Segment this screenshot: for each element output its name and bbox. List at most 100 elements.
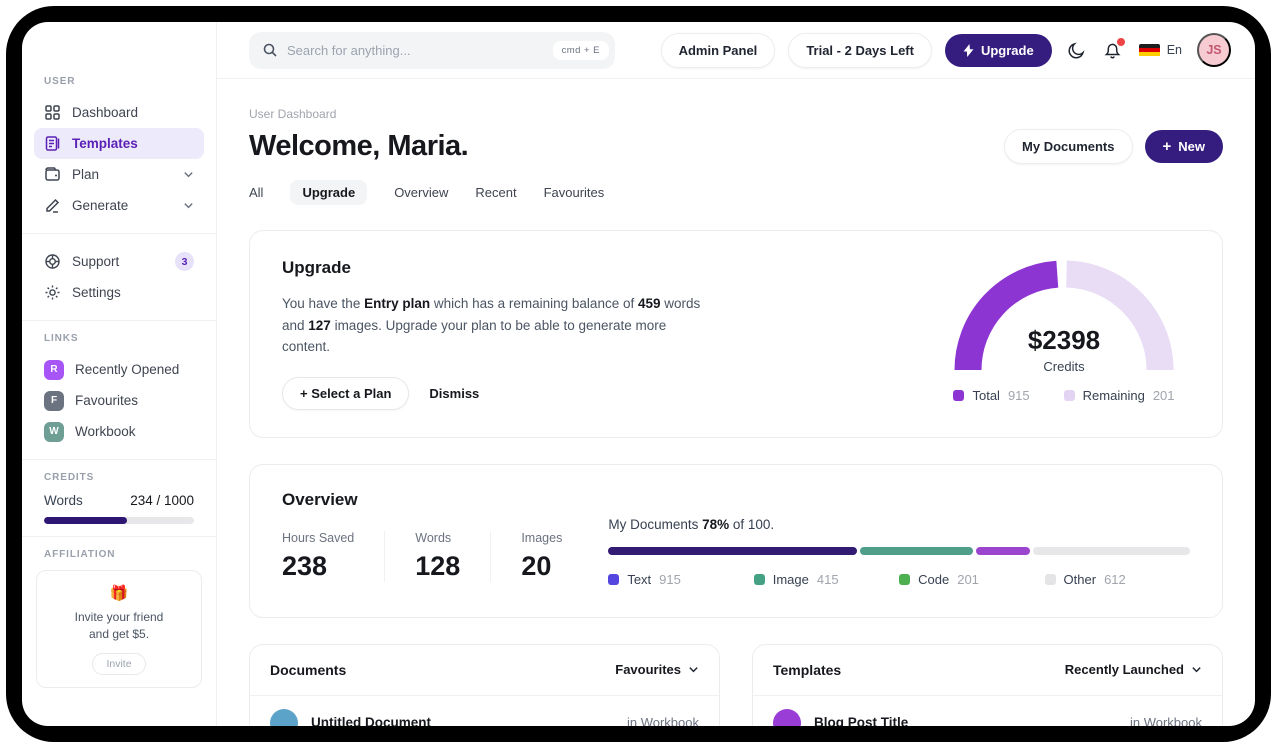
gear-icon [44,284,61,301]
documents-card: Documents Favourites Untitled Document i… [249,643,720,726]
upgrade-button[interactable]: Upgrade [944,33,1052,67]
invite-button[interactable]: Invite [92,652,146,675]
sidebar-item-support[interactable]: Support 3 [34,246,204,277]
trial-status-button[interactable]: Trial - 2 Days Left [788,32,932,68]
notifications-button[interactable] [1101,37,1125,62]
credits-words-label: Words [44,493,83,508]
upgrade-card-title: Upgrade [282,258,351,277]
select-plan-button[interactable]: + Select a Plan [282,376,410,410]
tab-favourites[interactable]: Favourites [543,185,605,200]
credits-gauge: $2398 Credits Total 915 Remaining [944,258,1184,410]
documents-card-title: Documents [270,661,347,678]
language-label: En [1166,43,1182,57]
sidebar-section-links: LINKS [44,333,79,344]
image-swatch [753,573,765,585]
search-input[interactable] [287,42,544,58]
language-switcher[interactable]: En [1137,41,1184,59]
templates-filter-dropdown[interactable]: Recently Launched [1065,662,1202,677]
sidebar-link-label: Favourites [75,393,139,408]
dark-mode-toggle[interactable] [1065,39,1088,62]
search-bar[interactable]: cmd + E [249,31,615,69]
bar-segment-code [975,546,1031,555]
sidebar-item-generate[interactable]: Generate [34,190,204,221]
gift-icon: 🎁 [109,585,129,602]
document-location: in Workbook [626,715,699,726]
legend-item-code: Code 201 [899,572,1044,587]
sidebar-link-recently-opened[interactable]: R Recently Opened [34,354,204,385]
sidebar-section-user: USER [44,76,76,87]
affiliation-text: Invite your friend and get $5. [74,610,164,641]
header-actions: My Documents + New [1004,129,1223,164]
legend-item-remaining: Remaining 201 [1063,388,1175,403]
sidebar-link-label: Workbook [75,424,136,439]
credits-progress-fill [44,517,127,524]
upgrade-card-body: You have the Entry plan which has a rema… [282,296,701,355]
chevron-down-icon [1191,664,1202,675]
tab-all[interactable]: All [249,185,264,200]
legend-item-total: Total 915 [953,388,1030,403]
sidebar-link-label: Recently Opened [75,362,180,377]
progress-legend: Text 915 Image 415 Code 201 [608,572,1190,587]
sidebar-item-label: Settings [72,285,121,300]
card-divider [753,694,1222,696]
templates-card-header: Templates Recently Launched [753,645,1222,695]
sidebar-divider [22,320,216,321]
template-title: Blog Post Title [814,715,909,726]
moon-icon [1067,41,1086,60]
sidebar-link-workbook[interactable]: W Workbook [34,416,204,447]
tab-overview[interactable]: Overview [394,185,449,200]
sidebar-item-label: Generate [72,198,129,213]
legend-item-text: Text 915 [608,572,753,587]
support-count-badge: 3 [175,252,194,271]
gauge-value: $2398 [1027,325,1101,355]
tab-upgrade[interactable]: Upgrade [290,180,368,205]
templates-card-title: Templates [773,661,842,678]
template-list-item[interactable]: Blog Post Title in Workbook [753,696,1222,726]
upgrade-card-left: Upgrade You have the Entry plan which ha… [282,258,702,410]
sidebar-section-affiliation: AFFILIATION [44,549,116,560]
templates-card: Templates Recently Launched Blog Post Ti… [752,643,1223,726]
link-initial-badge: W [44,421,64,442]
credits-gauge-chart: $2398 Credits [952,258,1176,376]
sidebar-item-settings[interactable]: Settings [34,277,204,308]
credits-value: 234 / 1000 [130,493,194,508]
window-frame: USER Dashboard Templates [6,6,1271,742]
chevron-down-icon [183,169,194,180]
breadcrumb: User Dashboard [249,107,337,121]
sidebar-item-templates[interactable]: Templates [34,128,204,159]
page-content: User Dashboard Welcome, Maria. My Docume… [217,79,1255,726]
plus-icon: + [1162,138,1172,155]
document-list-item[interactable]: Untitled Document in Workbook [250,696,719,726]
sidebar-link-favourites[interactable]: F Favourites [34,385,204,416]
tab-recent[interactable]: Recent [475,185,517,200]
documents-progress-title: My Documents 78% of 100. [608,516,775,532]
stat-hours-saved: Hours Saved 238 [282,530,386,582]
pencil-icon [44,197,61,214]
user-avatar[interactable]: JS [1197,33,1231,67]
sidebar-item-plan[interactable]: Plan [34,159,204,190]
dismiss-button[interactable]: Dismiss [429,385,480,401]
overview-stats: Hours Saved 238 Words 128 Images 20 [282,530,562,582]
sidebar-divider [22,233,216,234]
sidebar-divider [22,536,216,537]
document-avatar [270,708,298,726]
notification-dot [1116,37,1125,46]
my-documents-button[interactable]: My Documents [1004,129,1133,164]
card-divider [250,694,719,696]
sidebar: USER Dashboard Templates [22,22,217,726]
half-donut-chart [954,260,1174,371]
sidebar-item-label: Plan [72,167,100,182]
upgrade-card-actions: + Select a Plan Dismiss [282,376,702,410]
filter-tabs: All Upgrade Overview Recent Favourites [249,180,1223,205]
german-flag-icon [1138,43,1160,57]
sidebar-item-label: Support [72,254,120,269]
new-button[interactable]: + New [1144,130,1223,163]
documents-filter-dropdown[interactable]: Favourites [615,662,699,677]
other-swatch [1044,573,1056,585]
bar-segment-text [608,546,857,555]
main-area: cmd + E Admin Panel Trial - 2 Days Left … [217,22,1255,726]
sidebar-item-dashboard[interactable]: Dashboard [34,97,204,128]
admin-panel-button[interactable]: Admin Panel [660,32,776,68]
bar-segment-image [859,546,973,555]
